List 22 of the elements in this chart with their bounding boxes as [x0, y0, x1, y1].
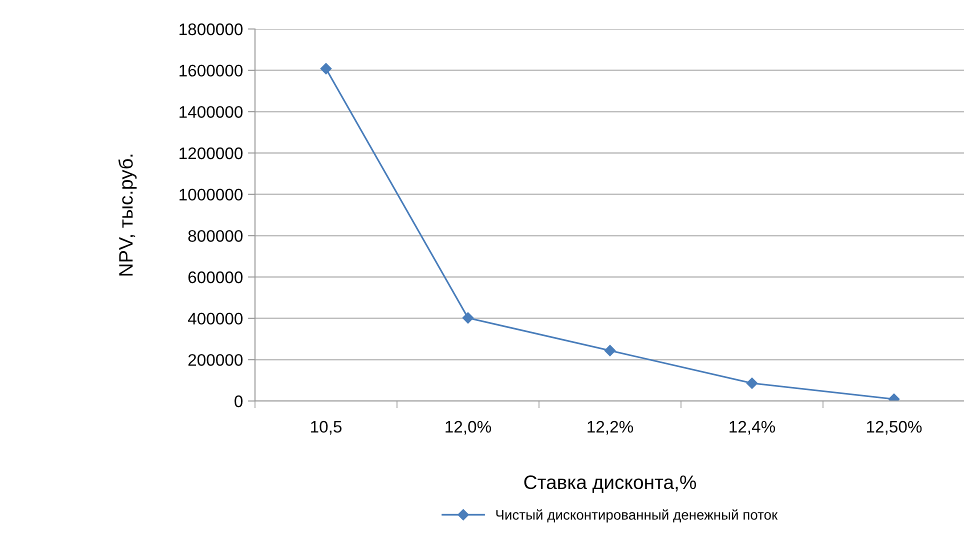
x-tick-label: 12,4% [730, 420, 776, 435]
y-tick-label: 200000 [188, 354, 243, 366]
x-tick-label: 12,50% [867, 420, 922, 435]
x-tick-label: 10,5 [311, 420, 342, 435]
x-axis-title: Ставка дисконта,% [524, 475, 696, 493]
point [604, 344, 616, 356]
legend-label: Чистый дисконтированный денежный поток [496, 509, 778, 522]
x-tick-label: 12,0% [446, 420, 492, 435]
y-tick-label: 1600000 [180, 64, 243, 77]
y-tick-label: 0 [234, 395, 243, 408]
point [746, 378, 758, 389]
point [320, 63, 332, 74]
y-tick-label: 600000 [188, 271, 243, 284]
y-axis-title: NPV, тыс.руб. [118, 154, 137, 276]
y-tick-label: 1800000 [180, 23, 243, 36]
y-tick-label: 1400000 [180, 106, 243, 118]
y-tick-label: 1000000 [180, 188, 243, 201]
point [462, 312, 474, 324]
y-tick-label: 400000 [188, 312, 243, 325]
y-tick-label: 800000 [188, 230, 243, 242]
y-tick-label: 1200000 [180, 147, 243, 160]
x-tick-label: 12,2% [588, 420, 634, 435]
